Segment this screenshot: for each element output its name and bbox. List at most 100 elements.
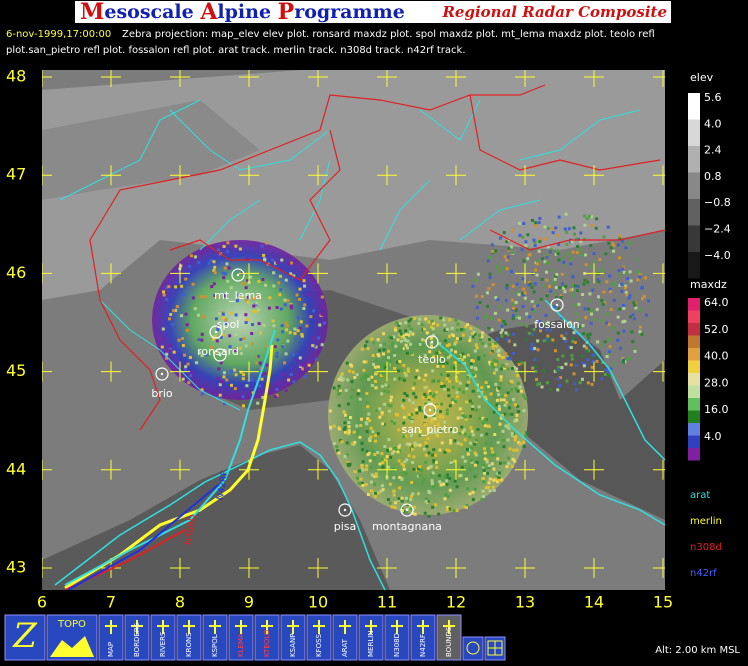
- echo: [397, 497, 401, 501]
- echo: [365, 340, 369, 344]
- echo: [345, 441, 349, 445]
- echo: [252, 296, 256, 300]
- echo: [504, 298, 508, 302]
- echo: [583, 278, 587, 282]
- toolbar-button[interactable]: [176, 614, 202, 661]
- echo: [463, 362, 467, 366]
- echo: [476, 388, 480, 392]
- echo: [188, 264, 192, 268]
- echo: [417, 321, 421, 325]
- echo: [370, 473, 374, 477]
- echo: [488, 477, 492, 481]
- echo: [589, 244, 593, 248]
- echo: [608, 287, 612, 291]
- toolbar-button[interactable]: [124, 614, 150, 661]
- echo: [512, 448, 516, 452]
- echo: [513, 459, 517, 463]
- echo: [445, 482, 449, 486]
- echo: [198, 351, 202, 355]
- echo: [505, 283, 509, 287]
- echo: [188, 355, 192, 359]
- echo: [199, 250, 203, 254]
- echo: [534, 370, 538, 374]
- echo: [343, 430, 347, 434]
- echo: [499, 367, 503, 371]
- echo: [402, 421, 406, 425]
- echo: [475, 306, 479, 310]
- button-label: BORDERS: [133, 622, 141, 657]
- echo: [468, 414, 472, 418]
- echo: [366, 347, 370, 351]
- echo: [387, 349, 391, 353]
- echo: [225, 378, 229, 382]
- echo: [424, 441, 428, 445]
- echo: [571, 284, 575, 288]
- echo: [373, 475, 377, 479]
- echo: [241, 395, 245, 399]
- echo: [580, 354, 584, 358]
- echo: [219, 361, 223, 365]
- echo: [573, 284, 577, 288]
- echo: [443, 350, 447, 354]
- echo: [504, 364, 508, 368]
- echo: [494, 477, 498, 481]
- echo: [427, 451, 431, 455]
- echo: [553, 292, 557, 296]
- button-icon: [287, 620, 299, 634]
- echo: [400, 496, 404, 500]
- echo: [422, 477, 426, 481]
- echo: [495, 403, 499, 407]
- echo: [466, 487, 470, 491]
- echo: [563, 262, 567, 266]
- legend-label: 4.0: [704, 430, 722, 443]
- echo: [533, 244, 537, 248]
- echo: [383, 458, 387, 462]
- echo: [561, 256, 565, 260]
- echo: [591, 288, 595, 292]
- echo: [402, 415, 406, 419]
- track-legend: n308d: [690, 542, 722, 553]
- echo: [576, 244, 580, 248]
- echo: [539, 326, 543, 330]
- echo: [510, 250, 514, 254]
- echo: [510, 432, 514, 436]
- echo: [213, 271, 217, 275]
- toolbar-button[interactable]: [462, 636, 484, 661]
- echo: [533, 346, 537, 350]
- echo: [590, 223, 594, 227]
- echo: [423, 415, 427, 419]
- track-merlin: [64, 344, 274, 590]
- echo: [376, 451, 380, 455]
- echo: [465, 387, 469, 391]
- echo: [600, 299, 604, 303]
- echo: [222, 244, 226, 248]
- echo: [480, 386, 484, 390]
- echo: [438, 480, 442, 484]
- echo: [413, 441, 417, 445]
- echo: [306, 292, 310, 296]
- echo: [495, 265, 499, 269]
- toolbar-button[interactable]: [4, 614, 46, 661]
- echo: [283, 303, 287, 307]
- echo: [525, 312, 529, 316]
- echo: [404, 434, 408, 438]
- echo: [618, 234, 622, 238]
- echo: [280, 258, 284, 262]
- echo: [454, 350, 458, 354]
- echo: [525, 324, 529, 328]
- echo: [557, 307, 561, 311]
- echo: [213, 335, 217, 339]
- echo: [507, 247, 511, 251]
- echo: [448, 354, 452, 358]
- echo: [373, 494, 377, 498]
- echo: [499, 416, 503, 420]
- echo: [361, 460, 365, 464]
- echo: [398, 322, 402, 326]
- button-label: MERLIN: [367, 630, 375, 657]
- toolbar-button[interactable]: [436, 614, 462, 661]
- echo: [437, 512, 441, 516]
- echo: [609, 246, 613, 250]
- echo: [298, 287, 302, 291]
- echo: [528, 282, 532, 286]
